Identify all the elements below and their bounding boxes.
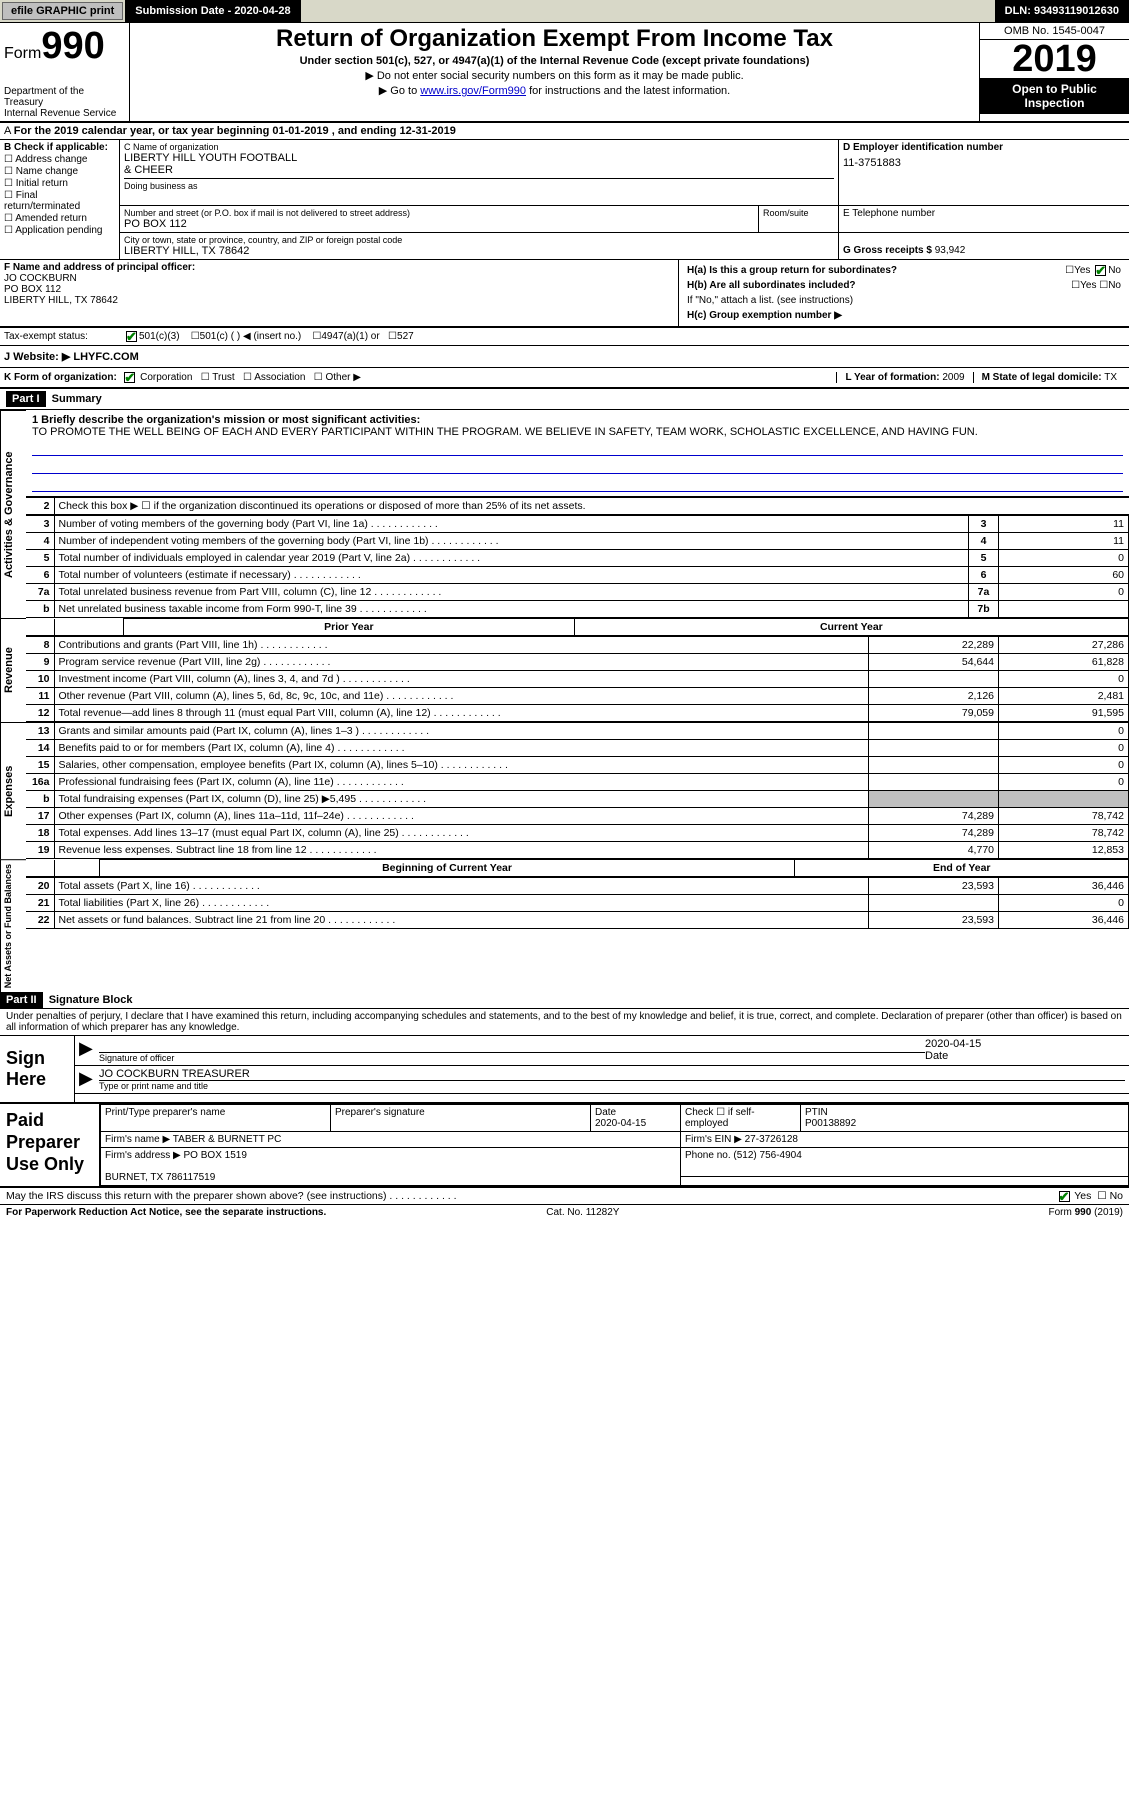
- sign-here-block: Sign Here ▶ Signature of officer 2020-04…: [0, 1036, 1129, 1104]
- preparer-name: Print/Type preparer's name: [101, 1105, 331, 1132]
- tax-year: 2019: [980, 40, 1129, 78]
- side-net-assets: Net Assets or Fund Balances: [0, 859, 26, 992]
- footer: For Paperwork Reduction Act Notice, see …: [0, 1205, 1129, 1220]
- side-revenue: Revenue: [0, 618, 26, 722]
- chk-initial-return[interactable]: ☐ Initial return: [4, 178, 115, 189]
- net-assets-rows: 20Total assets (Part X, line 16)23,59336…: [26, 877, 1129, 929]
- governance-table: 2Check this box ▶ ☐ if the organization …: [26, 497, 1129, 515]
- website-row: J Website: ▶ LHYFC.COM: [0, 346, 1129, 368]
- signature-field[interactable]: Signature of officer: [99, 1038, 925, 1063]
- firm-phone: Phone no. (512) 756-4904: [681, 1148, 1129, 1177]
- part2-header: Part II Signature Block: [0, 992, 1129, 1009]
- dln: DLN: 93493119012630: [995, 0, 1129, 22]
- side-expenses: Expenses: [0, 722, 26, 859]
- top-bar: efile GRAPHIC print Submission Date - 20…: [0, 0, 1129, 23]
- revenue-rows: 8Contributions and grants (Part VIII, li…: [26, 636, 1129, 722]
- side-activities-governance: Activities & Governance: [0, 410, 26, 618]
- chk-discuss-yes[interactable]: [1059, 1191, 1070, 1202]
- firm-name: Firm's name ▶ TABER & BURNETT PC: [101, 1132, 681, 1148]
- klm-row: K Form of organization: Corporation ☐ Tr…: [0, 368, 1129, 389]
- governance-rows: 3Number of voting members of the governi…: [26, 515, 1129, 618]
- line-a: A For the 2019 calendar year, or tax yea…: [0, 123, 1129, 140]
- block-d-ein: D Employer identification number 11-3751…: [839, 140, 1129, 205]
- block-c-city: City or town, state or province, country…: [120, 233, 839, 259]
- block-c-address: Number and street (or P.O. box if mail i…: [120, 206, 759, 232]
- block-c-name: C Name of organization LIBERTY HILL YOUT…: [120, 140, 839, 205]
- open-to-public: Open to Public Inspection: [980, 78, 1129, 114]
- form-subtitle: Under section 501(c), 527, or 4947(a)(1)…: [138, 55, 971, 67]
- chk-application-pending[interactable]: ☐ Application pending: [4, 225, 115, 236]
- chk-name-change[interactable]: ☐ Name change: [4, 166, 115, 177]
- form-title: Return of Organization Exempt From Incom…: [138, 25, 971, 53]
- note-link: ▶ Go to www.irs.gov/Form990 for instruct…: [138, 84, 971, 97]
- note-ssn: ▶ Do not enter social security numbers o…: [138, 69, 971, 82]
- expenses-rows: 13Grants and similar amounts paid (Part …: [26, 722, 1129, 859]
- chk-corporation[interactable]: [124, 372, 135, 383]
- irs-link[interactable]: www.irs.gov/Form990: [420, 85, 526, 97]
- dept-label: Department of the Treasury Internal Reve…: [4, 86, 125, 119]
- chk-final-return[interactable]: ☐ Final return/terminated: [4, 190, 115, 212]
- net-assets-table: Beginning of Current YearEnd of Year: [26, 859, 1129, 877]
- paid-preparer-block: Paid Preparer Use Only Print/Type prepar…: [0, 1104, 1129, 1188]
- block-e-telephone: E Telephone number: [839, 206, 1129, 232]
- chk-amended-return[interactable]: ☐ Amended return: [4, 213, 115, 224]
- block-h: H(a) Is this a group return for subordin…: [679, 260, 1129, 326]
- firm-ein: Firm's EIN ▶ 27-3726128: [681, 1132, 1129, 1148]
- self-employed-check[interactable]: Check ☐ if self-employed: [681, 1105, 801, 1132]
- chk-501c3[interactable]: [126, 331, 137, 342]
- chk-group-no[interactable]: [1095, 265, 1106, 276]
- block-g-gross: G Gross receipts $ 93,942: [839, 233, 1129, 259]
- mission-block: 1 Briefly describe the organization's mi…: [26, 410, 1129, 497]
- preparer-date: Date2020-04-15: [591, 1105, 681, 1132]
- firm-address: Firm's address ▶ PO BOX 1519BURNET, TX 7…: [101, 1148, 681, 1186]
- chk-address-change[interactable]: ☐ Address change: [4, 154, 115, 165]
- officer-name: JO COCKBURN TREASURERType or print name …: [99, 1068, 1125, 1091]
- discuss-row: May the IRS discuss this return with the…: [0, 1188, 1129, 1205]
- revenue-table: Prior YearCurrent Year: [26, 618, 1129, 636]
- form-number: Form990: [4, 25, 125, 68]
- ptin: PTINP00138892: [801, 1105, 1129, 1132]
- declaration-text: Under penalties of perjury, I declare th…: [0, 1009, 1129, 1036]
- preparer-signature[interactable]: Preparer's signature: [331, 1105, 591, 1132]
- form-header: Form990 Department of the Treasury Inter…: [0, 23, 1129, 123]
- efile-button[interactable]: efile GRAPHIC print: [2, 2, 123, 20]
- block-f-officer: F Name and address of principal officer:…: [0, 260, 679, 326]
- tax-exempt-status: Tax-exempt status: 501(c)(3) ☐ 501(c) ( …: [0, 327, 1129, 346]
- room-suite: Room/suite: [759, 206, 839, 232]
- sig-date: 2020-04-15Date: [925, 1038, 1125, 1063]
- block-b: B Check if applicable: ☐ Address change …: [0, 140, 120, 259]
- submission-date: Submission Date - 2020-04-28: [125, 0, 300, 22]
- part1-header: Part I Summary: [0, 389, 1129, 410]
